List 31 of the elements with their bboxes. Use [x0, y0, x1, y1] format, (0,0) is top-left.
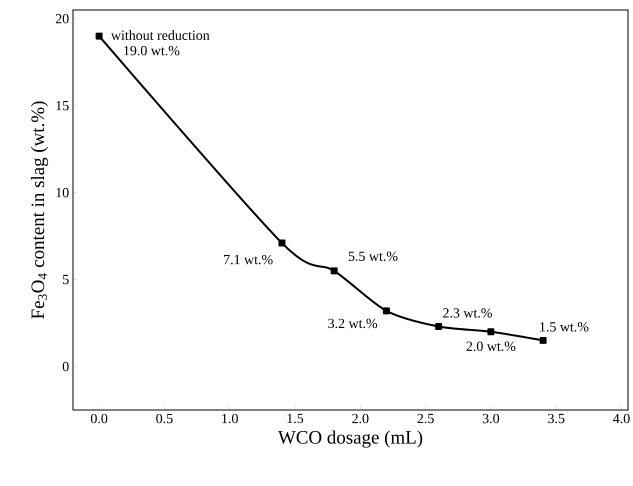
x-tick-label: 3.5 — [548, 414, 564, 424]
data-label: 19.0 wt.% — [124, 46, 180, 56]
data-label: 2.3 wt.% — [443, 308, 492, 318]
y-tick-label: 15 — [56, 100, 69, 110]
x-tick-label: 1.0 — [222, 414, 238, 424]
x-tick-label: 0.5 — [156, 414, 173, 424]
y-axis-title: Fe$_{3}$O$_{4}$ content in slag (wt.%) — [30, 101, 48, 319]
y-tick-label: 20 — [56, 14, 69, 24]
point — [96, 32, 103, 40]
point — [435, 323, 442, 330]
data-label: 2.0 wt.% — [466, 342, 516, 352]
point — [330, 267, 338, 274]
annotation: without reduction — [110, 30, 210, 40]
point — [382, 307, 390, 314]
x-tick-label: 3.0 — [482, 414, 500, 424]
y-tick-label: 10 — [56, 188, 69, 198]
data-label: 3.2 wt.% — [328, 318, 378, 328]
x-tick-label: 1.5 — [288, 414, 304, 424]
data-label: 5.5 wt.% — [348, 252, 398, 262]
y-tick-label: 0 — [62, 362, 69, 372]
x-tick-label: 2.0 — [352, 414, 368, 424]
point — [540, 336, 547, 344]
y-tick-label: 5 — [63, 274, 69, 284]
x-axis-title: WCO dosage (mL) — [278, 430, 422, 448]
point — [487, 328, 494, 336]
data-label: 1.5 wt.% — [540, 322, 588, 332]
point — [278, 240, 286, 247]
data-label: 7.1 wt.% — [224, 254, 273, 264]
x-tick-label: 0.0 — [90, 414, 108, 424]
x-tick-label: 2.5 — [417, 414, 434, 424]
x-tick-label: 4.0 — [613, 414, 630, 424]
